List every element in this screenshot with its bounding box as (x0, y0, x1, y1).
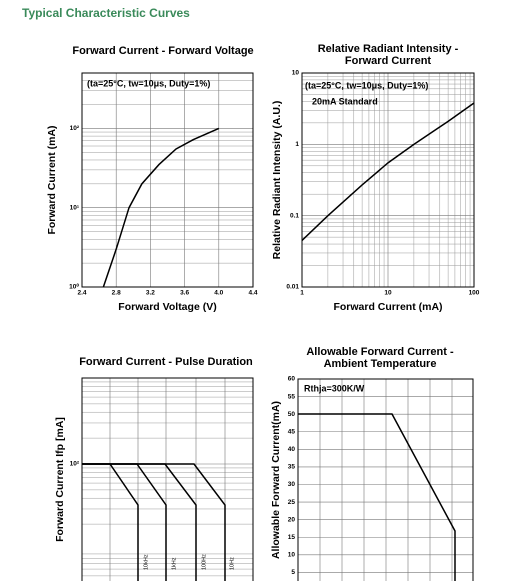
chart-title: Forward Current - Forward Voltage (72, 45, 253, 57)
y-tick-label: 35 (288, 464, 296, 471)
y-axis-label: Relative Radiant Intensity (A.U.) (271, 101, 283, 260)
y-tick-label: 40 (288, 446, 296, 453)
y-tick-label: 10² (70, 461, 80, 468)
y-tick-label: 5 (291, 569, 295, 576)
y-tick-label: 10² (70, 125, 80, 132)
frequency-label: 10Hz (229, 557, 235, 570)
annotation: 20mA Standard (312, 96, 378, 106)
frequency-label: 100Hz (201, 554, 207, 570)
y-tick-label: 15 (288, 534, 296, 541)
x-axis-label: Forward Current (mA) (333, 301, 442, 313)
pulse-curve (82, 463, 226, 581)
y-tick-label: 50 (288, 411, 296, 418)
frequency-label: 1kHz (171, 557, 177, 570)
charts: 10⁰ 10¹ 10² 2.4 2.8 3.2 3.6 4.0 4.4 Forward Curre… (46, 43, 480, 581)
plot-frame (81, 72, 254, 288)
y-tick-label: 20 (288, 516, 296, 523)
annotation: (ta=25°C, tw=10μs, Duty=1%) (87, 78, 210, 88)
x-tick-label: 3.6 (180, 290, 189, 297)
x-tick-label: 1 (300, 290, 304, 297)
annotation: (ta=25°C, tw=10μs, Duty=1%) (305, 80, 428, 90)
y-tick-label: 10 (288, 552, 296, 559)
pulse-curves: 10kHz 1kHz 100Hz 10Hz (82, 463, 235, 581)
x-tick-label: 10 (384, 290, 392, 297)
y-tick-label: 30 (288, 481, 296, 488)
y-axis-label: Allowable Forward Current(mA) (270, 401, 282, 559)
y-tick-label: 45 (288, 428, 296, 435)
x-axis-label: Forward Voltage (V) (118, 301, 216, 313)
plot-frame (301, 72, 475, 288)
annotation: Rthja=300K/W (304, 383, 365, 393)
x-tick-label: 2.4 (77, 290, 86, 297)
y-tick-label: 0.1 (290, 212, 299, 219)
section-title: Typical Characteristic Curves (22, 6, 190, 20)
x-tick-label: 2.8 (112, 290, 121, 297)
chart-title: Ambient Temperature (324, 358, 437, 370)
frequency-label: 10kHz (143, 554, 149, 570)
y-tick-label: 0.01 (286, 284, 299, 291)
y-tick-label: 10 (292, 70, 300, 77)
y-tick-label: 1 (295, 141, 299, 148)
y-axis-label: Forward Current (mA) (46, 125, 58, 234)
chart-title: Relative Radiant Intensity - (318, 43, 459, 55)
y-tick-label: 25 (288, 499, 296, 506)
x-tick-label: 3.2 (146, 290, 155, 297)
data-line (102, 127, 220, 288)
x-tick-label: 4.0 (214, 290, 223, 297)
x-tick-label: 4.4 (248, 290, 257, 297)
y-tick-label: 10¹ (70, 204, 79, 211)
y-tick-label: 55 (288, 393, 296, 400)
y-tick-label: 60 (288, 376, 296, 383)
plot-frame (81, 377, 254, 581)
y-axis-label: Forward Current Ifp [mA] (54, 417, 66, 542)
y-tick-label: 10⁰ (69, 283, 79, 291)
data-line (301, 102, 475, 241)
chart-title: Forward Current (345, 55, 432, 67)
chart-title: Allowable Forward Current - (306, 346, 454, 358)
plot-frame (297, 378, 474, 581)
x-tick-label: 100 (469, 290, 480, 297)
chart-title: Forward Current - Pulse Duration (79, 356, 253, 368)
derating-curve (298, 413, 456, 581)
